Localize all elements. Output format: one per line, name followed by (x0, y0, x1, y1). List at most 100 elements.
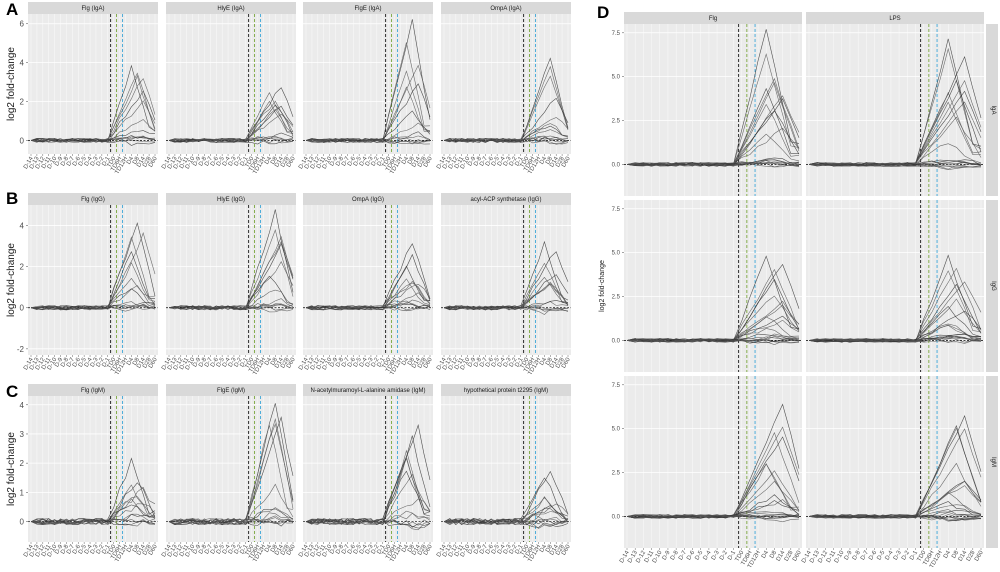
x-tick-label: D-11 (179, 543, 191, 557)
x-tick-label: D-3 (365, 356, 375, 368)
y-axis-label: log2 fold-change (599, 260, 606, 312)
x-tick-label: D28 (417, 155, 428, 168)
x-tick-label: D28 (966, 549, 977, 562)
facet-C4-strip (441, 384, 571, 396)
facet-C3-series-line (305, 518, 431, 531)
facet-B3-title: OmpA (IgG) (352, 197, 384, 203)
x-tick-label: D28 (555, 356, 566, 369)
x-tick-label: D-9 (192, 356, 202, 368)
facet-B1-title: Flg (IgG) (81, 197, 105, 203)
x-tick-label: D-7 (204, 543, 214, 555)
x-tick-label: D14 (274, 155, 285, 168)
x-tick-label: D-5 (216, 155, 226, 167)
facet-A3-series-line (305, 110, 431, 143)
x-tick-label: D-11 (179, 155, 191, 169)
x-tick-label: D-9 (192, 543, 202, 555)
x-tick-label: D-8 (335, 543, 345, 555)
facet-A1-strip (28, 2, 158, 14)
x-tick-label: D8 (545, 155, 554, 165)
facet-C1-series-line (30, 518, 156, 526)
facet-B4-title: acyl-ACP synthetase (IgG) (471, 197, 542, 203)
y-tick-label: 2.5 (612, 471, 621, 477)
x-tick-label: D-4 (222, 543, 232, 555)
x-tick-label: D-5 (216, 543, 226, 555)
x-tick-label: D-9 (844, 549, 854, 561)
facet-A2-series-line (168, 113, 294, 143)
x-tick-label: D8 (132, 356, 141, 366)
x-tick-label: D60 (423, 543, 434, 556)
facet-B4-series-line (443, 305, 568, 315)
y-axis-label: log2 fold-change (6, 47, 17, 121)
x-tick-label: D28 (784, 549, 795, 562)
facet-A1-series-line (30, 135, 156, 143)
facet-A3-bg (303, 14, 433, 154)
x-tick-label: D-5 (694, 549, 704, 561)
x-tick-label: D-1 (376, 356, 386, 368)
x-tick-label: TD0 (107, 543, 118, 556)
x-tick-label: D-3 (503, 155, 513, 167)
x-tick-label: D14 (549, 356, 560, 369)
x-tick-label: D-5 (491, 543, 501, 555)
facet-C1-series-line (30, 518, 156, 526)
x-tick-label: D-2 (371, 543, 381, 555)
x-tick-label: D8 (407, 543, 416, 553)
facet-A3-strip (303, 2, 433, 14)
facet-D-row-strip (986, 24, 998, 196)
facet-C4-series-line (443, 518, 569, 526)
x-tick-label: TD0 (107, 356, 118, 369)
x-tick-label: D-4 (703, 549, 713, 561)
facet-A3-title: FlgE (IgA) (354, 6, 381, 12)
x-tick-label: D-3 (365, 155, 375, 167)
facet-B1-bg (28, 205, 158, 355)
x-tick-label: D4 (126, 155, 135, 165)
x-tick-label: D-8 (335, 356, 345, 368)
facet-C1-title: Flg (IgM) (81, 388, 105, 394)
x-tick-label: D-3 (228, 155, 238, 167)
x-tick-label: D-8 (198, 543, 208, 555)
facet-B2-strip (166, 193, 296, 205)
facet-B2-bg (166, 205, 296, 355)
facet-A2-series-line (168, 135, 294, 143)
y-tick-label: 5.0 (612, 75, 621, 81)
x-tick-label: D-2 (96, 543, 106, 555)
x-tick-label: D-4 (359, 155, 369, 167)
x-tick-label: D14 (549, 155, 560, 168)
x-tick-label: D-1 (101, 155, 111, 167)
y-axis-label: log2 fold-change (6, 243, 17, 317)
x-tick-label: D8 (407, 356, 416, 366)
x-tick-label: D8 (951, 549, 960, 559)
x-tick-label: D-1 (909, 549, 919, 561)
panel-label-C: C (6, 382, 18, 401)
x-tick-label: D8 (769, 549, 778, 559)
y-axis-label: log2 fold-change (6, 432, 17, 506)
x-tick-label: D14 (411, 155, 422, 168)
facet-D-r3c2-series-line (808, 514, 982, 521)
facet-A2-strip (166, 2, 296, 14)
x-tick-label: D-8 (335, 155, 345, 167)
x-tick-label: D60 (286, 155, 297, 168)
facet-B4-bg (441, 205, 571, 355)
x-tick-label: D8 (132, 543, 141, 553)
x-tick-label: D-2 (509, 543, 519, 555)
y-tick-label: 2 (20, 459, 25, 468)
x-tick-label: D-3 (893, 549, 903, 561)
x-tick-label: D-2 (96, 356, 106, 368)
facet-D-r3c2-bg (806, 376, 984, 548)
x-tick-label: D-9 (329, 155, 339, 167)
x-tick-label: D28 (417, 356, 428, 369)
panel-label-A: A (6, 0, 18, 19)
facet-B1-strip (28, 193, 158, 205)
facet-B1-series-line (30, 304, 156, 311)
y-tick-label: 7.5 (612, 207, 621, 213)
x-tick-label: D14 (136, 155, 147, 168)
x-tick-label: D-9 (467, 155, 477, 167)
x-tick-label: D28 (555, 543, 566, 556)
x-tick-label: D14 (136, 356, 147, 369)
facet-B4-strip (441, 193, 571, 205)
x-tick-label: D-5 (78, 543, 88, 555)
facet-D-strip-flg (624, 12, 802, 24)
x-tick-label: D-5 (876, 549, 886, 561)
facet-C3-series-line (305, 518, 431, 528)
